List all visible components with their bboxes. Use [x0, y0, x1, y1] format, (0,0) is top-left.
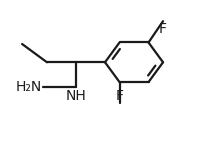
- Text: F: F: [159, 22, 167, 36]
- Text: NH: NH: [66, 89, 86, 103]
- Text: F: F: [116, 89, 123, 103]
- Text: H₂N: H₂N: [16, 80, 42, 94]
